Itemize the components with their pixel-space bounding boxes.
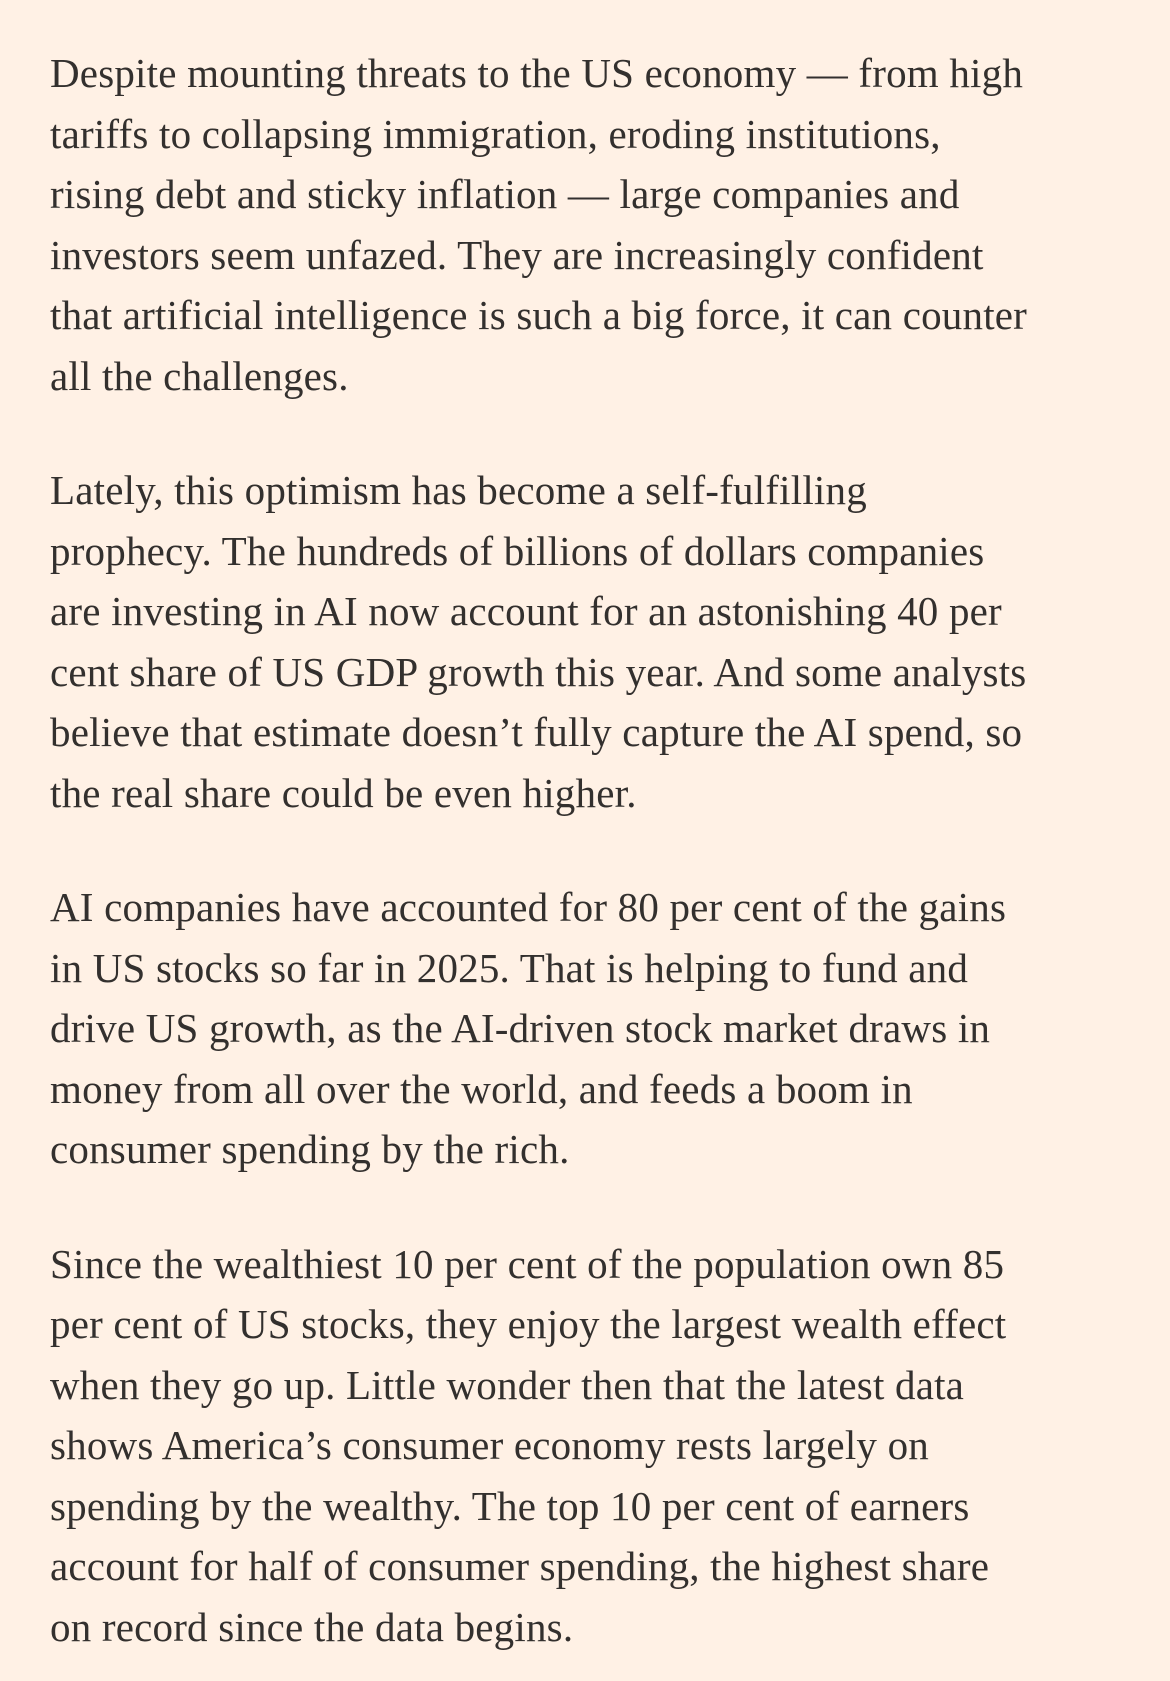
article-paragraph-3: AI companies have accounted for 80 per c…	[50, 884, 1007, 1172]
article-paragraph-1: Despite mounting threats to the US econo…	[50, 50, 1028, 399]
article-paragraph-4: Since the wealthiest 10 per cent of the …	[50, 1240, 1007, 1650]
article-paragraph-2: Lately, this optimism has become a self-…	[50, 467, 1027, 816]
